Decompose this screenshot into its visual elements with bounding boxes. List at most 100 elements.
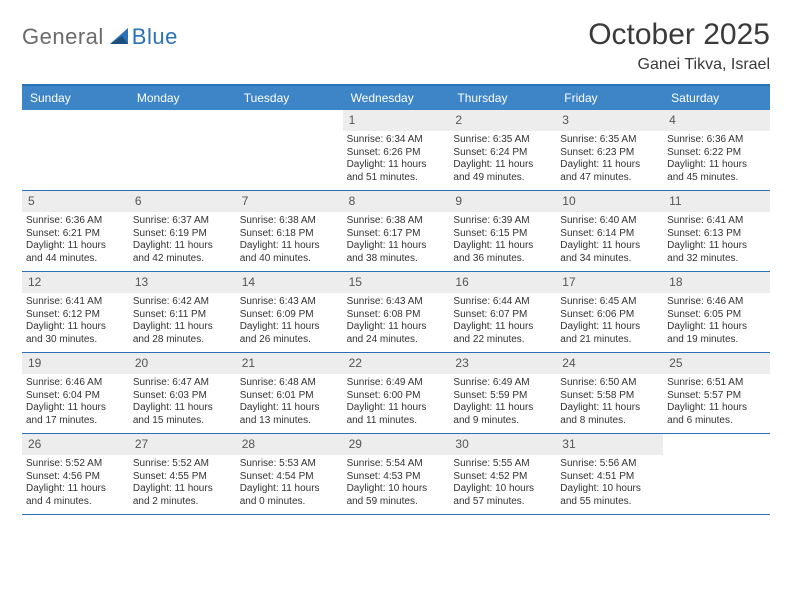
daylight-text: Daylight: 11 hours and 2 minutes. [133, 483, 232, 508]
logo-text-blue: Blue [132, 24, 178, 50]
day-number: 13 [129, 272, 236, 293]
sunset-text: Sunset: 6:22 PM [667, 147, 766, 160]
day-number: 9 [449, 191, 556, 212]
day-number: 23 [449, 353, 556, 374]
day-cell: . [663, 434, 770, 514]
day-number: 3 [556, 110, 663, 131]
day-number: 19 [22, 353, 129, 374]
day-cell: . [129, 110, 236, 190]
daylight-text: Daylight: 11 hours and 24 minutes. [347, 321, 446, 346]
daylight-text: Daylight: 11 hours and 6 minutes. [667, 402, 766, 427]
sunset-text: Sunset: 6:18 PM [240, 228, 339, 241]
sunrise-text: Sunrise: 6:34 AM [347, 134, 446, 147]
day-cell: 19Sunrise: 6:46 AMSunset: 6:04 PMDayligh… [22, 353, 129, 433]
daylight-text: Daylight: 11 hours and 21 minutes. [560, 321, 659, 346]
sunrise-text: Sunrise: 5:52 AM [133, 458, 232, 471]
sunrise-text: Sunrise: 6:37 AM [133, 215, 232, 228]
day-cell: 3Sunrise: 6:35 AMSunset: 6:23 PMDaylight… [556, 110, 663, 190]
sunrise-text: Sunrise: 5:52 AM [26, 458, 125, 471]
day-number: 2 [449, 110, 556, 131]
sunset-text: Sunset: 6:19 PM [133, 228, 232, 241]
daylight-text: Daylight: 10 hours and 55 minutes. [560, 483, 659, 508]
daylight-text: Daylight: 11 hours and 32 minutes. [667, 240, 766, 265]
daylight-text: Daylight: 11 hours and 44 minutes. [26, 240, 125, 265]
daylight-text: Daylight: 11 hours and 45 minutes. [667, 159, 766, 184]
day-cell: 1Sunrise: 6:34 AMSunset: 6:26 PMDaylight… [343, 110, 450, 190]
day-cell: . [236, 110, 343, 190]
daylight-text: Daylight: 11 hours and 4 minutes. [26, 483, 125, 508]
sunset-text: Sunset: 6:14 PM [560, 228, 659, 241]
day-cell: 31Sunrise: 5:56 AMSunset: 4:51 PMDayligh… [556, 434, 663, 514]
day-number: 12 [22, 272, 129, 293]
calendar: Sunday Monday Tuesday Wednesday Thursday… [22, 84, 770, 515]
sunset-text: Sunset: 6:13 PM [667, 228, 766, 241]
sunrise-text: Sunrise: 6:40 AM [560, 215, 659, 228]
day-cell: 26 Sunrise: 5:52 AMSunset: 4:56 PMDayligh… [22, 434, 129, 514]
day-number: 10 [556, 191, 663, 212]
day-number: 15 [343, 272, 450, 293]
sunset-text: Sunset: 6:11 PM [133, 309, 232, 322]
day-cell: . [22, 110, 129, 190]
daylight-text: Daylight: 10 hours and 59 minutes. [347, 483, 446, 508]
day-number: 17 [556, 272, 663, 293]
day-cell: 11Sunrise: 6:41 AMSunset: 6:13 PMDayligh… [663, 191, 770, 271]
day-cell: 14Sunrise: 6:43 AMSunset: 6:09 PMDayligh… [236, 272, 343, 352]
day-cell: 15 Sunrise: 6:43 AMSunset: 6:08 PMDayligh… [343, 272, 450, 352]
sunset-text: Sunset: 6:08 PM [347, 309, 446, 322]
daylight-text: Daylight: 11 hours and 9 minutes. [453, 402, 552, 427]
sunset-text: Sunset: 6:26 PM [347, 147, 446, 160]
sunset-text: Sunset: 6:03 PM [133, 390, 232, 403]
sunset-text: Sunset: 5:58 PM [560, 390, 659, 403]
weekday-label: Tuesday [236, 86, 343, 110]
weekday-label: Monday [129, 86, 236, 110]
sunrise-text: Sunrise: 6:36 AM [667, 134, 766, 147]
sunrise-text: Sunrise: 5:56 AM [560, 458, 659, 471]
sunset-text: Sunset: 6:17 PM [347, 228, 446, 241]
sunset-text: Sunset: 6:23 PM [560, 147, 659, 160]
sunset-text: Sunset: 6:09 PM [240, 309, 339, 322]
daylight-text: Daylight: 11 hours and 51 minutes. [347, 159, 446, 184]
weeks-container: ...1Sunrise: 6:34 AMSunset: 6:26 PMDayli… [22, 110, 770, 515]
sunrise-text: Sunrise: 6:49 AM [453, 377, 552, 390]
sunrise-text: Sunrise: 6:51 AM [667, 377, 766, 390]
day-cell: 16Sunrise: 6:44 AMSunset: 6:07 PMDayligh… [449, 272, 556, 352]
day-number: 21 [236, 353, 343, 374]
day-cell: 20Sunrise: 6:47 AMSunset: 6:03 PMDayligh… [129, 353, 236, 433]
week-row: 19Sunrise: 6:46 AMSunset: 6:04 PMDayligh… [22, 353, 770, 434]
month-title: October 2025 [588, 18, 770, 52]
sunset-text: Sunset: 4:56 PM [26, 471, 125, 484]
day-number: 16 [449, 272, 556, 293]
day-number: 28 [236, 434, 343, 455]
day-cell: 5Sunrise: 6:36 AMSunset: 6:21 PMDaylight… [22, 191, 129, 271]
day-number: 4 [663, 110, 770, 131]
daylight-text: Daylight: 11 hours and 47 minutes. [560, 159, 659, 184]
daylight-text: Daylight: 11 hours and 28 minutes. [133, 321, 232, 346]
location: Ganei Tikva, Israel [588, 56, 770, 74]
sunset-text: Sunset: 6:24 PM [453, 147, 552, 160]
sunset-text: Sunset: 6:01 PM [240, 390, 339, 403]
day-number: 27 [129, 434, 236, 455]
daylight-text: Daylight: 11 hours and 15 minutes. [133, 402, 232, 427]
day-number: 20 [129, 353, 236, 374]
daylight-text: Daylight: 11 hours and 11 minutes. [347, 402, 446, 427]
daylight-text: Daylight: 11 hours and 36 minutes. [453, 240, 552, 265]
sunrise-text: Sunrise: 6:36 AM [26, 215, 125, 228]
week-row: 12Sunrise: 6:41 AMSunset: 6:12 PMDayligh… [22, 272, 770, 353]
day-number: 26 [22, 434, 129, 455]
weekday-header: Sunday Monday Tuesday Wednesday Thursday… [22, 86, 770, 110]
sunrise-text: Sunrise: 6:39 AM [453, 215, 552, 228]
sunrise-text: Sunrise: 6:43 AM [347, 296, 446, 309]
sunset-text: Sunset: 6:00 PM [347, 390, 446, 403]
sunrise-text: Sunrise: 5:54 AM [347, 458, 446, 471]
title-block: October 2025 Ganei Tikva, Israel [588, 18, 770, 74]
week-row: 26Sunrise: 5:52 AMSunset: 4:56 PMDayligh… [22, 434, 770, 515]
daylight-text: Daylight: 11 hours and 0 minutes. [240, 483, 339, 508]
daylight-text: Daylight: 11 hours and 13 minutes. [240, 402, 339, 427]
day-cell: 24Sunrise: 6:50 AMSunset: 5:58 PMDayligh… [556, 353, 663, 433]
sunset-text: Sunset: 4:52 PM [453, 471, 552, 484]
day-number: 29 [343, 434, 450, 455]
sunset-text: Sunset: 5:57 PM [667, 390, 766, 403]
weekday-label: Saturday [663, 86, 770, 110]
day-cell: 13Sunrise: 6:42 AMSunset: 6:11 PMDayligh… [129, 272, 236, 352]
sunrise-text: Sunrise: 5:55 AM [453, 458, 552, 471]
